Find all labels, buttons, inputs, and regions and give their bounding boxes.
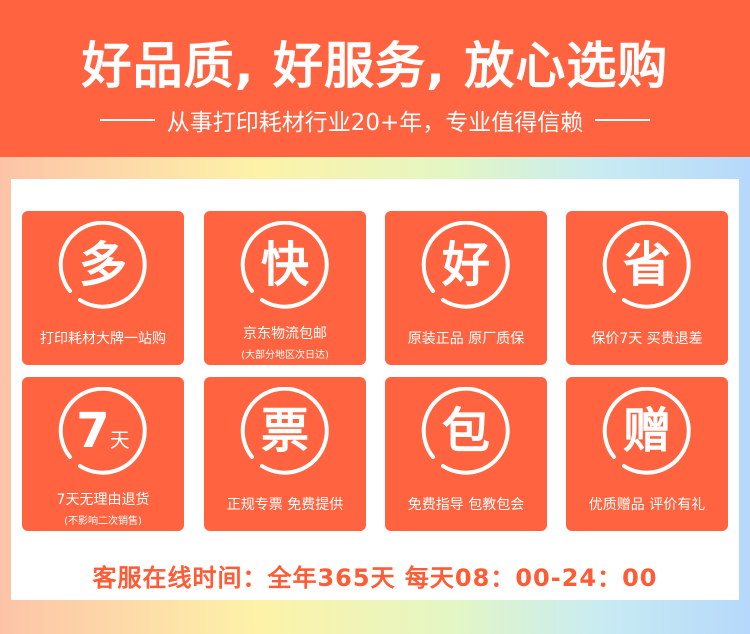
ring-icon	[58, 387, 147, 475]
service-card: 省 保价7天 买贵退差	[566, 211, 728, 365]
service-label: 保价7天 买贵退差	[591, 331, 703, 347]
service-label: 打印耗材大牌一站购	[40, 331, 166, 347]
service-glyph: 包	[385, 399, 547, 463]
ring-icon	[421, 221, 510, 309]
glyph-text: 快	[260, 237, 309, 293]
subheadline-text: 从事打印耗材行业20+年，专业值得信赖	[166, 110, 584, 136]
glyph-text: 多	[78, 237, 127, 293]
ring-icon	[240, 387, 329, 475]
service-card: 多 打印耗材大牌一站购	[22, 211, 184, 365]
glyph-text: 省	[622, 237, 671, 293]
divider-left	[99, 119, 155, 121]
service-glyph: 多	[22, 233, 184, 297]
service-card: 票 正规专票 免费提供	[204, 377, 366, 531]
glyph-small: 天	[109, 428, 130, 452]
service-card: 好 原装正品 原厂质保	[385, 211, 547, 365]
ring-icon	[58, 221, 147, 309]
service-glyph: 7天	[22, 399, 184, 472]
glyph-text: 票	[260, 403, 309, 459]
subheadline: 从事打印耗材行业20+年，专业值得信赖	[0, 103, 750, 137]
ring-icon	[602, 387, 691, 475]
service-label: 原装正品 原厂质保	[407, 331, 525, 347]
service-glyph: 赠	[566, 399, 728, 463]
service-note: (大部分地区次日达)	[241, 350, 329, 361]
service-hours: 客服在线时间：全年365天 每天08：00-24：00	[92, 564, 658, 592]
service-label: 正规专票 免费提供	[226, 497, 344, 513]
glyph-text: 7	[76, 403, 110, 459]
header-banner: 好品质, 好服务, 放心选购 从事打印耗材行业20+年，专业值得信赖	[0, 0, 750, 157]
service-card: 包 免费指导 包教包会	[385, 377, 547, 531]
service-label: 京东物流包邮	[243, 326, 327, 342]
service-label: 免费指导 包教包会	[407, 497, 525, 513]
ring-icon	[240, 221, 329, 309]
service-label: 7天无理由退货	[56, 492, 150, 508]
service-glyph: 好	[385, 233, 547, 297]
headline: 好品质, 好服务, 放心选购	[81, 37, 669, 95]
service-card: 7天 7天无理由退货 (不影响二次销售)	[22, 377, 184, 531]
glyph-text: 好	[441, 237, 490, 293]
service-glyph: 票	[204, 399, 366, 463]
glyph-text: 赠	[622, 403, 671, 459]
service-note: (不影响二次销售)	[64, 516, 142, 527]
service-glyph: 省	[566, 233, 728, 297]
service-card: 快 京东物流包邮 (大部分地区次日达)	[204, 211, 366, 365]
divider-right	[595, 119, 651, 121]
ring-icon	[421, 387, 510, 475]
ring-icon	[602, 221, 691, 309]
service-label: 优质赠品 评价有礼	[588, 497, 706, 513]
glyph-text: 包	[441, 403, 490, 459]
service-glyph: 快	[204, 233, 366, 297]
service-card: 赠 优质赠品 评价有礼	[566, 377, 728, 531]
